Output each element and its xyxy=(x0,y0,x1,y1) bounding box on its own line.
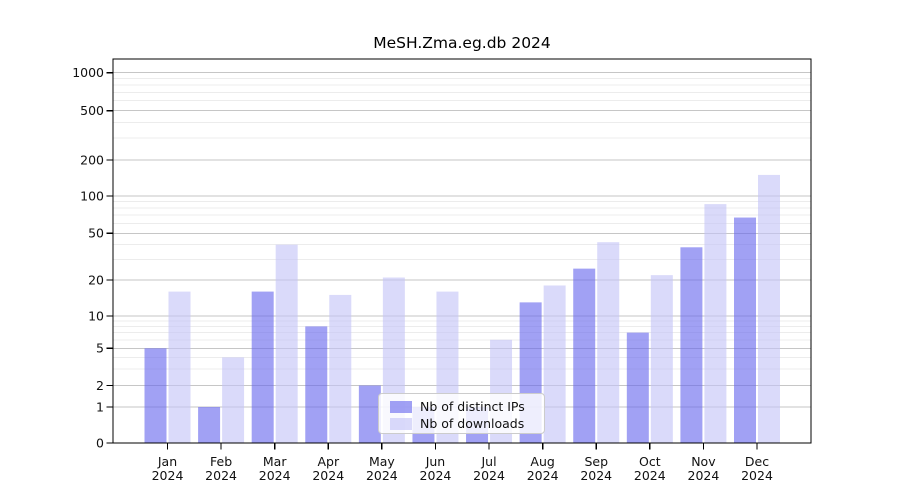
bar-nb-of-downloads-oct-2024 xyxy=(650,275,673,443)
y-tick-label: 100 xyxy=(80,188,104,203)
legend-swatch-downloads xyxy=(390,417,412,430)
bar-nb-of-distinct-ips-dec-2024 xyxy=(734,217,756,443)
legend-swatch-distinct-ips xyxy=(390,400,412,413)
x-tick-label-year: 2024 xyxy=(688,468,720,483)
x-tick-label: Jun xyxy=(425,454,446,469)
y-tick-label: 200 xyxy=(80,152,104,167)
x-tick-label: Nov xyxy=(691,454,716,469)
chart-title: MeSH.Zma.eg.db 2024 xyxy=(373,34,551,52)
y-tick-label: 5 xyxy=(96,341,104,356)
y-tick-label: 500 xyxy=(80,103,104,118)
y-tick-label: 1000 xyxy=(72,65,104,80)
x-tick-label-year: 2024 xyxy=(366,468,398,483)
bar-nb-of-downloads-mar-2024 xyxy=(275,244,298,443)
x-tick-label-year: 2024 xyxy=(205,468,237,483)
x-tick-label-year: 2024 xyxy=(634,468,666,483)
x-tick-label-year: 2024 xyxy=(420,468,452,483)
bar-nb-of-distinct-ips-nov-2024 xyxy=(680,247,703,443)
legend-label-downloads: Nb of downloads xyxy=(420,416,525,431)
y-tick-label: 2 xyxy=(96,378,104,393)
bar-nb-of-distinct-ips-oct-2024 xyxy=(626,332,649,443)
x-tick-label-year: 2024 xyxy=(152,468,184,483)
x-tick-label: Sep xyxy=(584,454,608,469)
legend-item-distinct-ips: Nb of distinct IPs xyxy=(390,398,544,415)
plot-border xyxy=(112,58,812,444)
x-tick-label-year: 2024 xyxy=(312,468,344,483)
x-tick-label: Jan xyxy=(157,454,177,469)
x-tick-label-year: 2024 xyxy=(527,468,559,483)
legend-item-downloads: Nb of downloads xyxy=(390,415,544,432)
y-tick-label: 0 xyxy=(96,435,104,450)
x-tick-label: Oct xyxy=(639,454,661,469)
bar-nb-of-downloads-nov-2024 xyxy=(704,204,727,443)
bar-nb-of-distinct-ips-apr-2024 xyxy=(305,326,328,443)
y-tick-label: 20 xyxy=(88,272,104,287)
bar-nb-of-distinct-ips-jan-2024 xyxy=(144,348,167,443)
x-tick-label: Jul xyxy=(480,454,496,469)
x-tick-label-year: 2024 xyxy=(741,468,773,483)
y-tick-label: 50 xyxy=(88,226,104,241)
bar-nb-of-distinct-ips-feb-2024 xyxy=(198,407,221,443)
x-tick-label: Feb xyxy=(210,454,232,469)
x-tick-label: Aug xyxy=(530,454,554,469)
bar-nb-of-distinct-ips-may-2024 xyxy=(358,385,381,443)
bar-nb-of-distinct-ips-mar-2024 xyxy=(251,291,274,443)
x-tick-label: Dec xyxy=(745,454,769,469)
x-tick-label-year: 2024 xyxy=(259,468,291,483)
y-tick-label: 1 xyxy=(96,399,104,414)
x-tick-label: Mar xyxy=(263,454,287,469)
x-tick-label: May xyxy=(369,454,395,469)
bar-nb-of-downloads-aug-2024 xyxy=(543,285,566,443)
bar-nb-of-downloads-jan-2024 xyxy=(168,291,191,443)
bar-nb-of-downloads-dec-2024 xyxy=(758,174,780,443)
bar-nb-of-downloads-sep-2024 xyxy=(597,242,620,443)
legend-label-distinct-ips: Nb of distinct IPs xyxy=(420,399,525,414)
x-tick-label-year: 2024 xyxy=(580,468,612,483)
x-tick-label-year: 2024 xyxy=(473,468,505,483)
bar-nb-of-downloads-apr-2024 xyxy=(329,294,352,443)
bar-nb-of-distinct-ips-sep-2024 xyxy=(573,268,596,443)
x-tick-label: Apr xyxy=(317,454,339,469)
y-tick-label: 10 xyxy=(88,308,104,323)
bar-nb-of-downloads-feb-2024 xyxy=(222,357,245,443)
legend: Nb of distinct IPs Nb of downloads xyxy=(378,393,545,434)
